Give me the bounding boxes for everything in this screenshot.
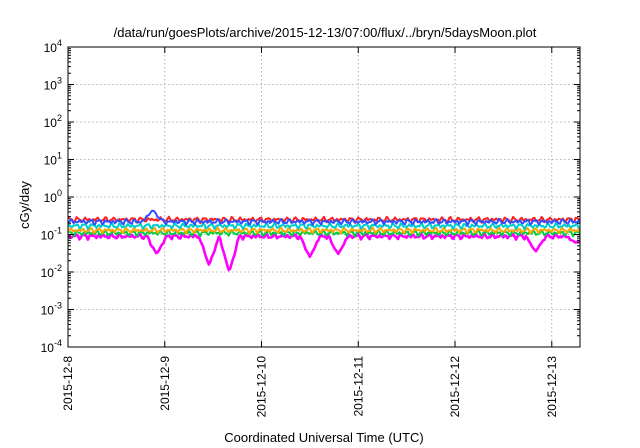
y-tick-label: 10-4: [41, 338, 62, 355]
x-tick-label: 2015-12-11: [351, 356, 365, 417]
x-tick-label: 2015-12-10: [255, 356, 269, 418]
y-tick-label: 103: [44, 76, 62, 93]
y-tick-label: 10-1: [41, 226, 62, 243]
x-axis-label: Coordinated Universal Time (UTC): [224, 430, 423, 445]
x-tick-label: 2015-12-8: [61, 356, 75, 411]
y-tick-label: 100: [44, 188, 62, 205]
series-line: [67, 222, 581, 231]
y-tick-label: 10-3: [41, 301, 62, 318]
y-tick-label: 102: [44, 113, 62, 130]
chart-title: /data/run/goesPlots/archive/2015-12-13/0…: [114, 25, 537, 40]
series-line: [67, 209, 581, 227]
series-line: [68, 215, 581, 225]
series-line: [67, 232, 581, 272]
grid: [67, 47, 580, 347]
x-tick-label: 2015-12-12: [448, 356, 462, 418]
series-group: [67, 209, 581, 272]
y-tick-label: 104: [44, 38, 62, 55]
x-tick-label: 2015-12-13: [545, 356, 559, 418]
y-axis: 10-4 10-3 10-2 10-1 100 101 102 103 104: [41, 38, 580, 355]
series-line: [67, 226, 581, 235]
x-axis: 2015-12-8 2015-12-9 2015-12-10 2015-12-11 20…: [61, 47, 559, 417]
y-tick-label: 10-2: [41, 263, 62, 280]
y-tick-label: 101: [44, 151, 62, 168]
y-axis-label: cGy/day: [17, 181, 32, 229]
x-tick-label: 2015-12-9: [158, 356, 172, 411]
